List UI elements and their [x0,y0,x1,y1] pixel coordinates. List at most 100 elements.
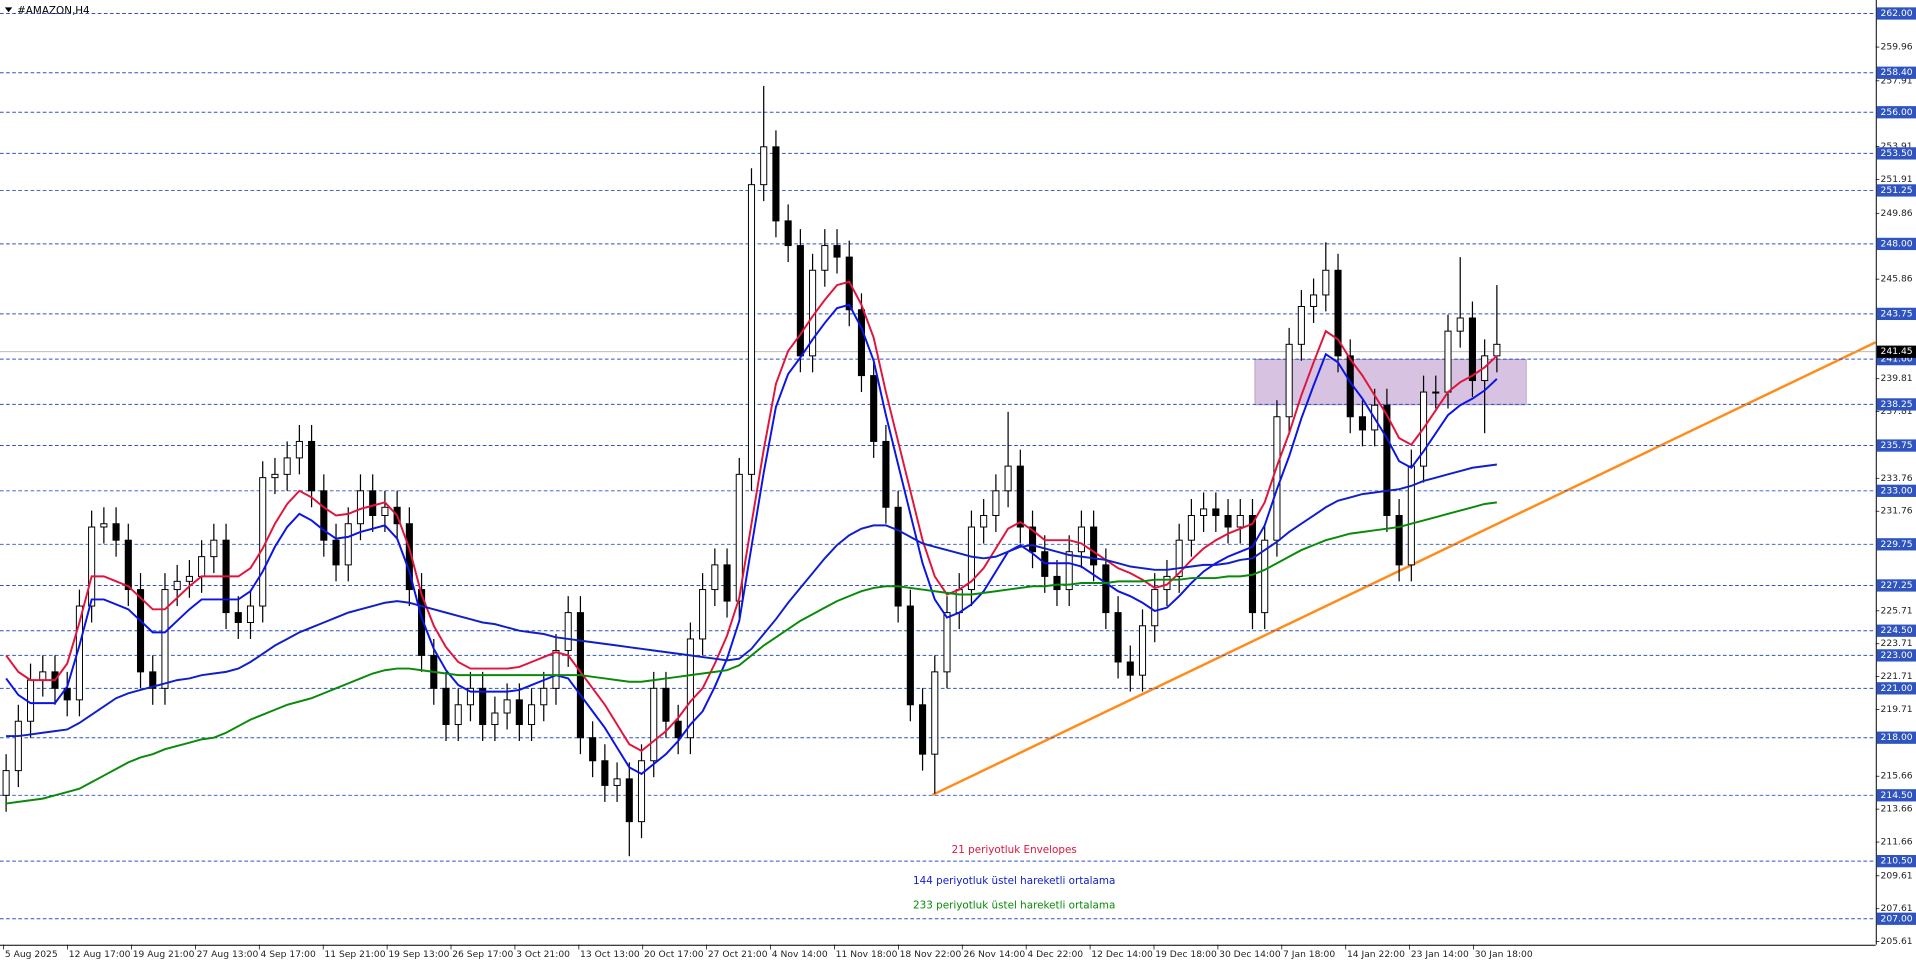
candle-body [601,760,609,786]
y-tick-label: 221.71 [1881,671,1913,682]
candle-body [479,687,487,726]
y-tick-label: 231.76 [1881,506,1913,517]
candle-body [39,671,47,681]
candle-body [919,704,927,755]
candle-body [625,778,633,823]
candle-body [662,687,670,722]
level-label: 229.75 [1881,539,1913,550]
candle-body [1028,526,1037,553]
candle-body [259,477,267,607]
candle-body [980,515,988,528]
y-tick-label: 253.91 [1881,141,1913,152]
level-label-box [1876,855,1916,868]
candle-body [1151,589,1159,627]
candle-body [136,589,145,673]
level-label: 248.00 [1881,238,1913,249]
candle-body [882,440,890,508]
candle-body [1090,526,1098,566]
legend-entry: 21 periyotluk Envelopes [952,844,1077,856]
level-label-box [1876,147,1916,160]
x-tick-label: 27 Oct 21:00 [708,949,768,960]
y-tick-label: 237.81 [1881,406,1913,417]
candle-body [1322,269,1330,296]
y-tick-label: 245.86 [1881,274,1913,285]
x-tick-label: 23 Jan 14:00 [1411,949,1469,960]
candle-body [686,638,694,739]
candle-body [1248,515,1257,614]
candle-body [161,589,169,689]
candle-body [295,440,303,459]
candle-body [210,539,218,558]
menu-icon[interactable] [4,7,13,13]
candle-body [992,490,1000,516]
candle-body [246,605,255,623]
y-tick-label: 223.71 [1881,638,1913,649]
candle-body [967,526,975,591]
level-label-box [1876,484,1916,497]
level-label-box [1876,66,1916,79]
x-tick-label: 18 Nov 22:00 [900,949,962,960]
level-label-box [1876,538,1916,551]
candle-body [527,704,536,726]
level-label-box [1876,789,1916,802]
x-tick-label: 5 Aug 2025 [5,949,58,960]
legend-entry: 144 periyotluk üstel hareketli ortalama [913,875,1115,887]
candle-body [735,473,743,602]
level-label: 256.00 [1881,107,1913,118]
level-label-box [1876,682,1916,695]
candle-body [1444,330,1452,393]
candle-body [332,539,340,566]
candle-body [1102,564,1110,614]
price-label: 241.45 [1881,346,1913,357]
candle-body [637,760,646,823]
candle-body [1334,269,1342,357]
ma-lower-line [5,303,1498,776]
level-label-box [1876,649,1916,662]
candle-body [772,146,780,222]
candle-body [1493,343,1501,357]
candle-body [1261,539,1269,614]
level-label-box [1876,912,1916,925]
candle-body [271,473,279,479]
level-label-box [1876,398,1916,411]
candle-body [124,539,132,591]
candle-body [699,589,707,640]
level-label-box [1876,439,1916,452]
x-tick-label: 3 Oct 21:00 [516,949,570,960]
x-tick-label: 4 Sep 17:00 [261,949,316,960]
candle-body [320,490,328,541]
x-tick-label: 26 Sep 17:00 [452,949,513,960]
candle-body [198,556,206,577]
candle-body [540,687,548,706]
candle-body [564,612,572,651]
candle-body [234,612,242,623]
candle-body [1407,465,1415,566]
level-label: 221.00 [1881,683,1913,694]
candle-body [552,649,560,689]
x-tick-label: 19 Sep 13:00 [388,949,449,960]
x-tick-label: 20 Oct 17:00 [644,949,704,960]
y-tick-label: 207.61 [1881,903,1913,914]
candle-body [149,671,157,689]
candle-body [503,699,511,714]
candle-body [1395,515,1403,566]
candle-body [356,490,365,525]
x-tick-label: 19 Aug 21:00 [133,949,195,960]
candle-body [784,220,792,247]
candle-body [589,737,597,762]
candle-body [173,580,181,591]
level-label-box [1876,7,1916,20]
ma-line [6,463,1498,738]
y-tick-label: 225.71 [1881,605,1913,616]
y-tick-label: 257.91 [1881,75,1913,86]
level-label: 233.00 [1881,485,1913,496]
candle-body [454,704,462,726]
candle-body [1077,526,1085,553]
x-tick-label: 12 Aug 17:00 [69,949,131,960]
candle-body [650,687,658,762]
level-label-box [1876,731,1916,744]
candle-body [723,564,731,602]
level-label: 243.75 [1881,308,1913,319]
x-tick-label: 11 Nov 18:00 [836,949,898,960]
